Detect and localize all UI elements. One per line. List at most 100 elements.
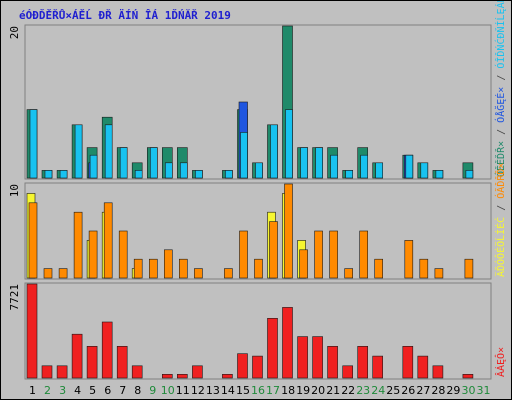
bar-p1-s3-d28 [435, 170, 444, 179]
x-tick-label: 31 [477, 384, 491, 397]
x-tick-label: 14 [221, 384, 235, 397]
x-tick-label: 19 [296, 384, 310, 397]
x-tick-label: 3 [59, 384, 66, 397]
x-tick-label: 20 [311, 384, 325, 397]
bar-p2-s2-d5 [88, 230, 98, 279]
x-tick-label: 30 [462, 384, 476, 397]
bar-p3-s1-d23 [357, 345, 369, 379]
bar-p2-s2-d1 [28, 202, 38, 279]
x-tick-label: 23 [356, 384, 370, 397]
bar-p2-s2-d16 [254, 258, 263, 279]
bar-p3-s1-d10 [162, 373, 173, 379]
bar-p1-s3-d10 [165, 162, 173, 179]
bar-p3-s1-d3 [56, 365, 68, 379]
legend-item: ÓĂĎŘĎ× [494, 163, 507, 199]
bar-p1-s3-d1 [29, 109, 38, 179]
bar-p1-s3-d17 [270, 124, 278, 179]
x-tick-label: 29 [446, 384, 460, 397]
bar-p3-s1-d12 [192, 365, 203, 379]
bar-p2-s2-d24 [374, 258, 384, 279]
x-tick-label: 21 [326, 384, 340, 397]
bar-p1-s3-d12 [195, 170, 203, 179]
bar-p3-s1-d22 [342, 365, 354, 379]
bar-p1-s3-d20 [315, 147, 323, 179]
bar-p2-s2-d12 [194, 268, 203, 279]
legend-item: ÓÎĎŃĆĐŇÍĹĘÁŘ [494, 1, 507, 69]
x-tick-label: 27 [416, 384, 430, 397]
x-tick-label: 22 [341, 384, 355, 397]
panel-2-frame [24, 182, 492, 280]
bar-p2-s2-d6 [103, 202, 113, 279]
legend-item: ÓĚĚĎŘ× [494, 141, 507, 177]
bar-p2-s2-d20 [314, 230, 323, 279]
x-tick-label: 26 [401, 384, 415, 397]
bar-p3-s1-d28 [432, 365, 444, 379]
bar-p2-s2-d15 [239, 230, 248, 279]
bar-p3-s1-d24 [372, 355, 384, 379]
bar-p2-s2-d22 [344, 268, 354, 279]
bar-p3-s1-d14 [222, 373, 233, 379]
panel-2-ymax-label: 10 [8, 184, 21, 197]
bar-p1-s3-d5 [89, 154, 98, 179]
bar-p2-s2-d4 [73, 211, 83, 279]
bar-p3-s1-d20 [312, 336, 323, 379]
bar-p2-s2-d9 [149, 258, 158, 279]
bar-p1-s3-d22 [345, 170, 354, 179]
bar-p1-s3-d15 [240, 132, 248, 179]
x-tick-label: 15 [236, 384, 250, 397]
bar-p1-s3-d9 [150, 147, 158, 179]
panel-1-ymax-label: 20 [8, 26, 21, 39]
bar-p2-s2-d2 [43, 268, 53, 279]
bar-p3-s1-d16 [252, 355, 263, 379]
bar-p2-s2-d26 [404, 240, 414, 279]
panel-3-ymax-label: 7721 [8, 284, 21, 311]
x-tick-label: 17 [266, 384, 280, 397]
bar-p3-s1-d1 [26, 283, 38, 379]
bar-p2-s2-d3 [58, 268, 68, 279]
bar-p1-s3-d26 [405, 154, 414, 179]
bar-p1-s3-d16 [255, 162, 263, 179]
bar-p2-s2-d21 [329, 230, 338, 279]
bar-p3-s1-d4 [71, 333, 83, 379]
bar-p1-s3-d21 [330, 154, 338, 179]
bar-p1-s3-d18 [285, 109, 293, 179]
bar-p3-s1-d27 [417, 355, 429, 379]
x-tick-label: 5 [89, 384, 96, 397]
chart-title: éÓĐĎĚŘŮ×ÁĚĹ ĐŘ ÄÍŃ ÎÁ 1ĎŃĂŘ 2019 [19, 8, 231, 22]
bar-p3-s1-d7 [116, 345, 128, 379]
bar-p3-s1-d15 [237, 353, 248, 379]
bar-p2-s2-d17 [269, 221, 278, 279]
bar-p1-s3-d11 [180, 162, 188, 179]
x-tick-label: 8 [134, 384, 141, 397]
panel-1-frame [24, 24, 492, 180]
bar-p2-s2-d23 [359, 230, 369, 279]
bar-p1-s3-d3 [59, 170, 68, 179]
bar-p1-s3-d6 [104, 124, 113, 179]
bar-p1-s3-d23 [360, 154, 369, 179]
bar-p3-s1-d30 [462, 373, 474, 379]
panel-3-frame [24, 282, 492, 380]
x-tick-label: 18 [281, 384, 295, 397]
x-tick-label: 7 [119, 384, 126, 397]
x-tick-label: 13 [206, 384, 220, 397]
bar-p3-s1-d8 [131, 365, 143, 379]
bar-p2-s2-d19 [299, 249, 308, 279]
bar-p1-s3-d2 [44, 170, 53, 179]
legend-item: / [496, 123, 507, 141]
bar-p1-s3-d4 [74, 124, 83, 179]
x-tick-label: 1 [29, 384, 36, 397]
panel-2-legend: ÄĎÓÔÉÖĹÍÉĆ / ÓĂĎŘĎ× [494, 163, 507, 277]
bar-p1-s3-d24 [375, 162, 384, 179]
legend-item: ÄĎÓÔÉÖĹÍÉĆ [494, 217, 507, 277]
bar-p1-s3-d19 [300, 147, 308, 179]
bar-p1-s3-d7 [119, 147, 128, 179]
bar-p3-s1-d18 [282, 307, 293, 379]
bar-p1-s3-d30 [465, 170, 474, 179]
panel-1-legend: ÓĚĚĎŘ× / ÓÅĞĘÉ× / ÓÎĎŃĆĐŇÍĹĘÁŘ [494, 1, 507, 177]
x-tick-label: 24 [371, 384, 385, 397]
bar-p3-s1-d6 [101, 321, 113, 379]
bar-p3-s1-d2 [41, 365, 53, 379]
bar-p3-s1-d21 [327, 345, 338, 379]
x-tick-label: 11 [176, 384, 190, 397]
x-tick-label: 16 [251, 384, 265, 397]
